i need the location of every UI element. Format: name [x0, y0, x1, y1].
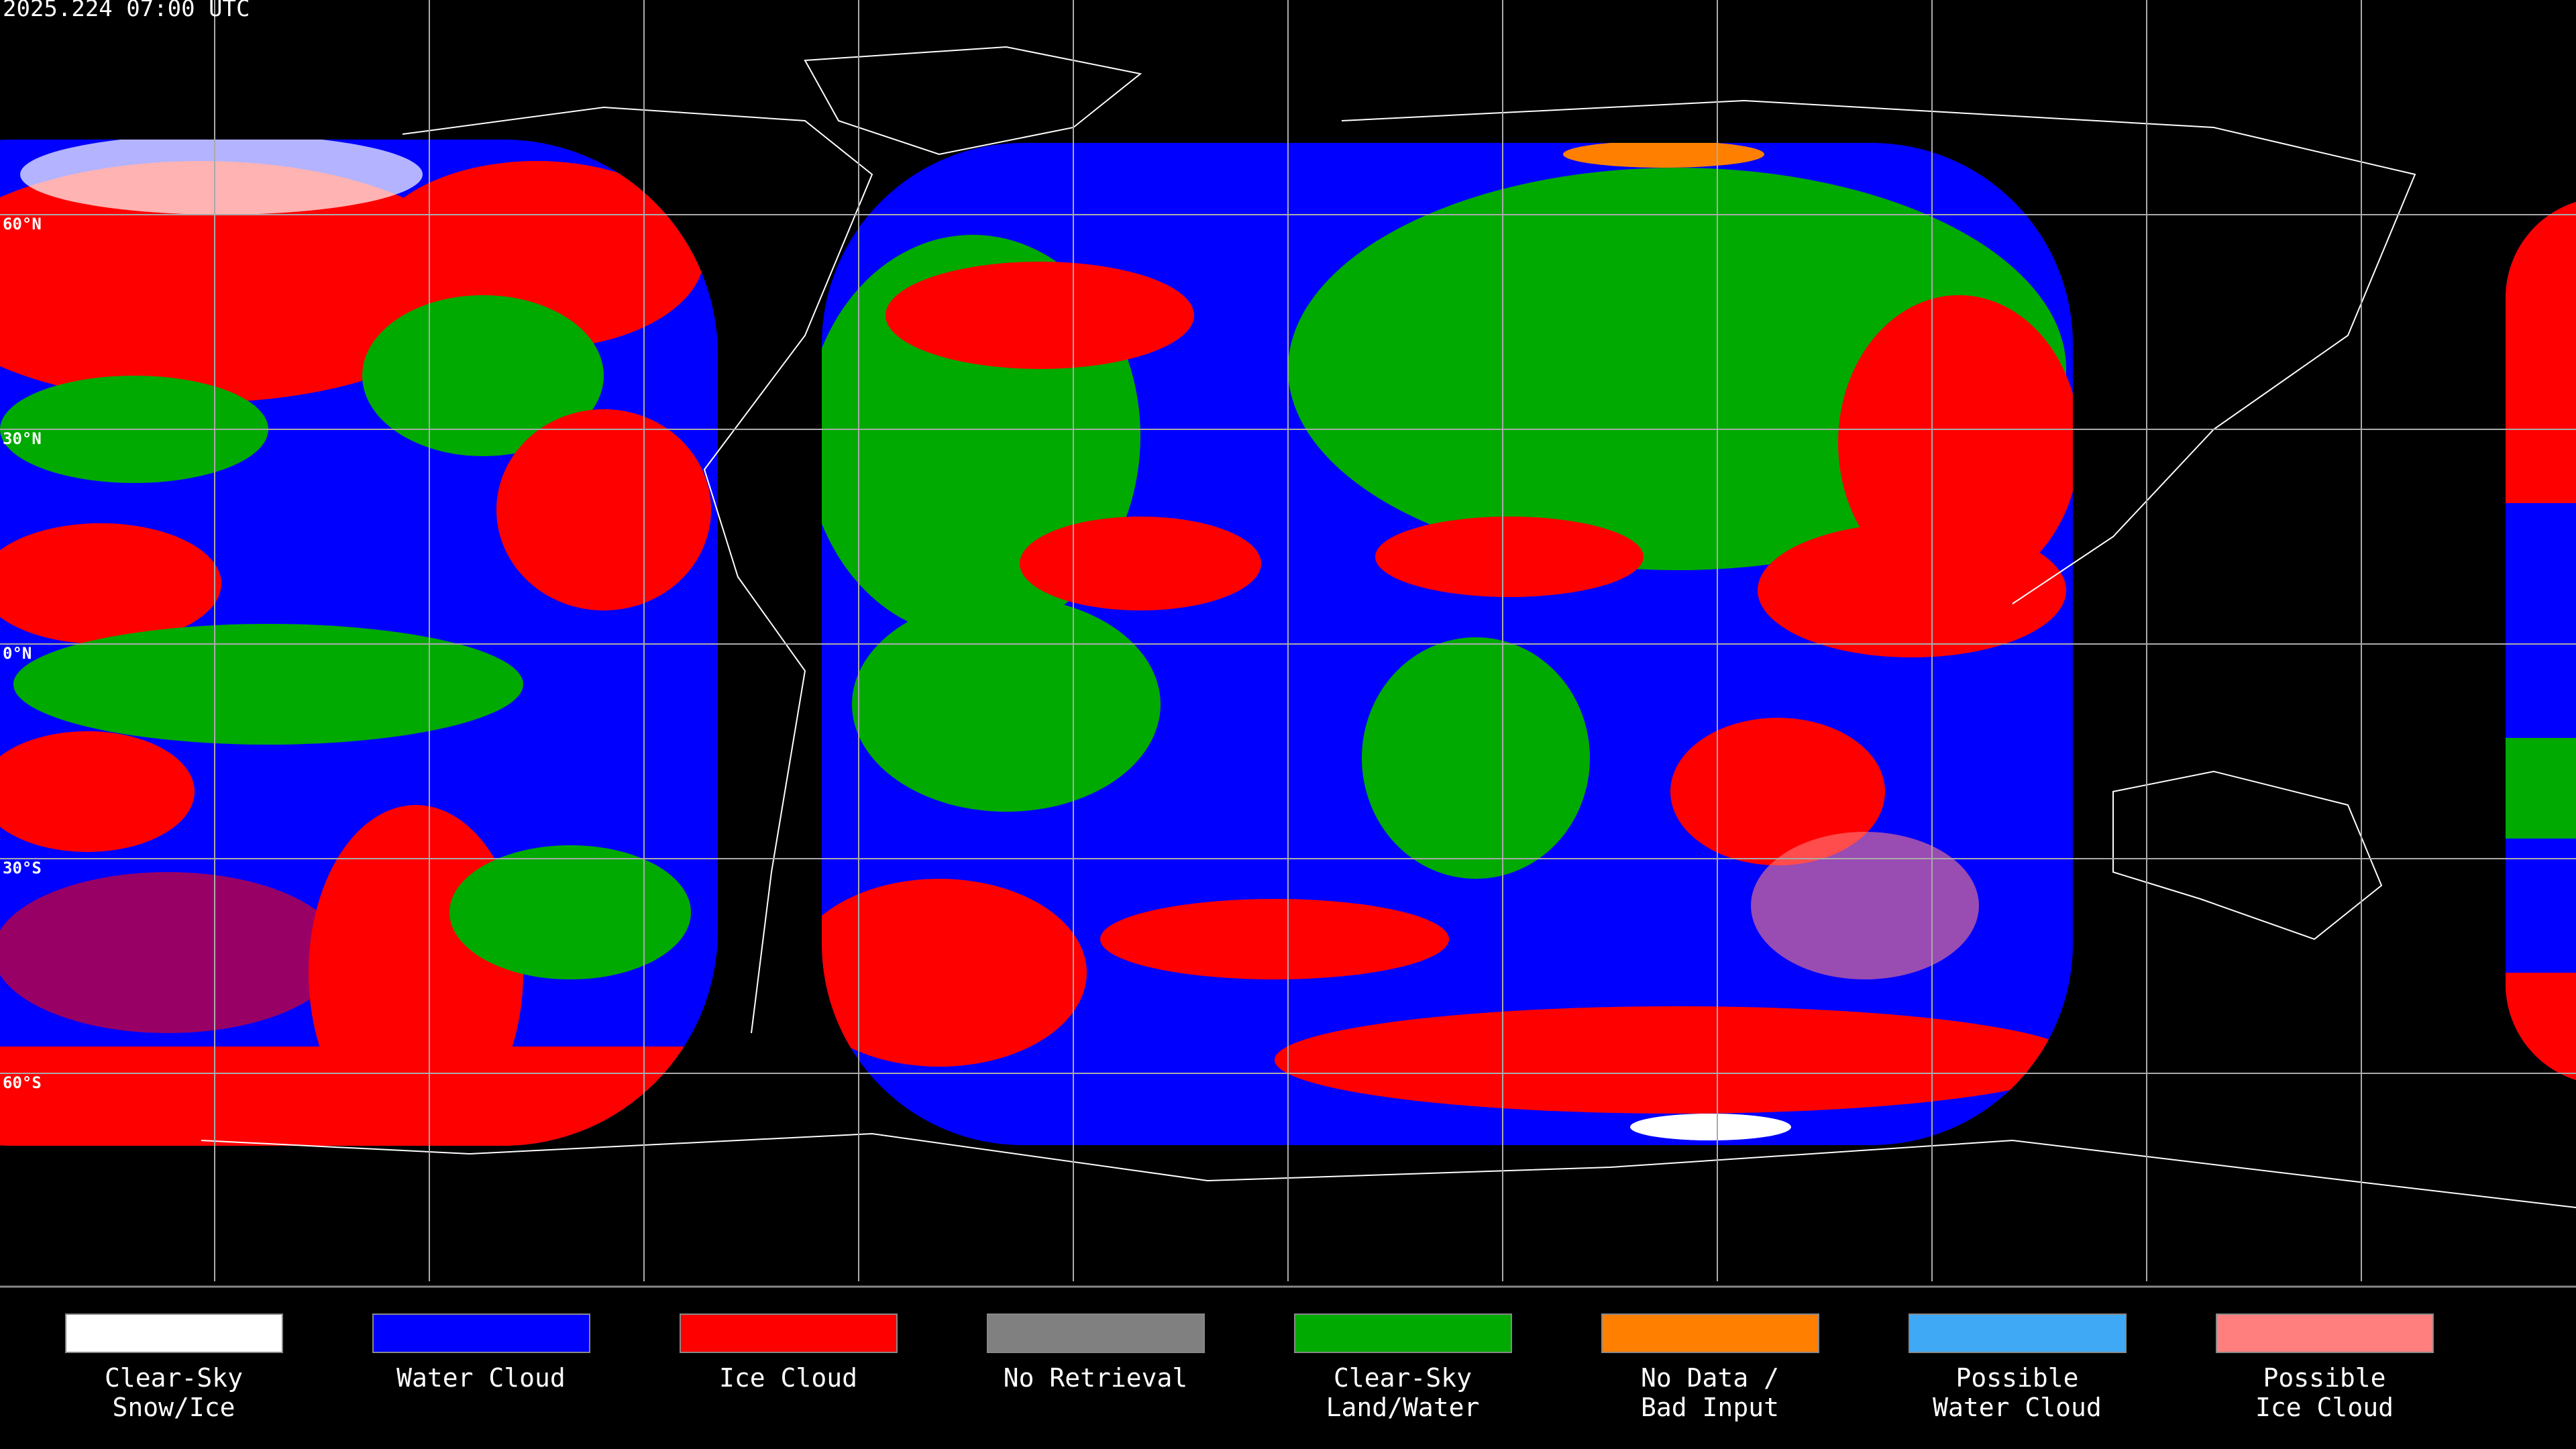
coastlines	[201, 46, 2576, 1208]
legend-label: Land/Water	[1326, 1393, 1480, 1422]
legend-swatch	[372, 1313, 590, 1353]
graticule	[0, 0, 2576, 1281]
latitude-label: 30°N	[3, 429, 42, 448]
legend-label: Possible	[2263, 1363, 2385, 1393]
legend-label: Clear-Sky	[105, 1363, 243, 1393]
legend-label: Clear-Sky	[1334, 1363, 1472, 1393]
legend-swatch	[1294, 1313, 1512, 1353]
satellite-disc-west	[0, 140, 718, 1146]
satellite-disc-east	[2506, 197, 2576, 1085]
legend-label: Ice Cloud	[719, 1363, 857, 1393]
legend-swatch	[65, 1313, 283, 1353]
legend-swatch	[987, 1313, 1205, 1353]
legend-swatch	[1601, 1313, 1819, 1353]
legend-label: No Retrieval	[1004, 1363, 1188, 1393]
legend-label: No Data /	[1641, 1363, 1779, 1393]
latitude-label: 30°S	[3, 859, 42, 877]
legend-swatch	[1909, 1313, 2127, 1353]
latitude-labels: 60°N 30°N 0°N 30°S 60°S	[3, 215, 42, 1092]
legend-label: Water Cloud	[396, 1363, 566, 1393]
legend-label: Water Cloud	[1933, 1393, 2102, 1422]
legend-label: Bad Input	[1641, 1393, 1779, 1422]
timestamp: 2025.224 07:00 UTC	[3, 0, 250, 22]
legend-swatch	[2216, 1313, 2434, 1353]
legend-label: Possible	[1955, 1363, 2078, 1393]
latitude-label: 60°N	[3, 215, 42, 233]
legend-swatch	[680, 1313, 898, 1353]
latitude-label: 0°N	[3, 644, 32, 663]
legend-label: Snow/Ice	[112, 1393, 235, 1422]
latitude-label: 60°S	[3, 1073, 42, 1092]
legend-label: Ice Cloud	[2255, 1393, 2394, 1422]
